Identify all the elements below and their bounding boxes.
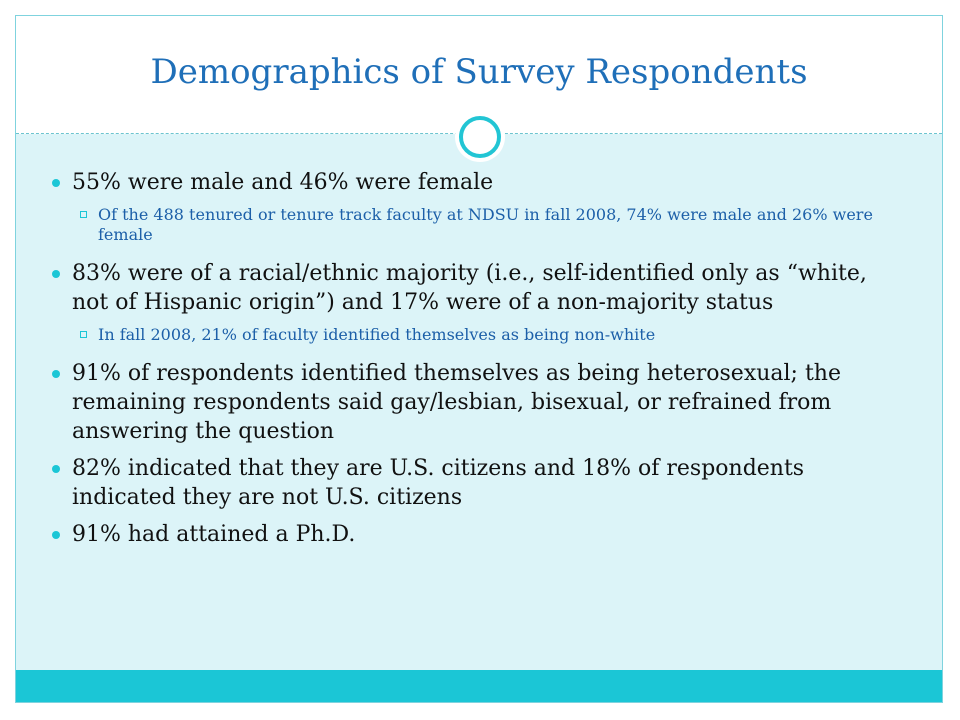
hollow-square-bullet-icon [80, 331, 87, 338]
bullet-list: 55% were male and 46% were female Of the… [48, 168, 908, 557]
sub-bullet-text: Of the 488 tenured or tenure track facul… [98, 205, 873, 244]
sub-bullet-text: In fall 2008, 21% of faculty identified … [98, 325, 656, 344]
bullet-text: 91% had attained a Ph.D. [72, 522, 356, 547]
bullet-text: 82% indicated that they are U.S. citizen… [72, 456, 805, 510]
bullet-text: 83% were of a racial/ethnic majority (i.… [72, 261, 867, 315]
ring-inner [459, 116, 501, 158]
sub-bullet-item: Of the 488 tenured or tenure track facul… [48, 205, 908, 245]
sub-bullet-item: In fall 2008, 21% of faculty identified … [48, 325, 908, 345]
bullet-item: 55% were male and 46% were female [48, 168, 908, 197]
bottom-accent-bar [16, 670, 942, 702]
slide-title: Demographics of Survey Respondents [150, 52, 808, 92]
filled-circle-bullet-icon [52, 465, 60, 473]
slide-frame [15, 15, 943, 703]
filled-circle-bullet-icon [52, 531, 60, 539]
content-area [16, 134, 942, 670]
bullet-item: 91% of respondents identified themselves… [48, 359, 908, 446]
bullet-item: 82% indicated that they are U.S. citizen… [48, 454, 908, 512]
hollow-square-bullet-icon [80, 211, 87, 218]
filled-circle-bullet-icon [52, 270, 60, 278]
ring-icon [455, 112, 505, 162]
bullet-item: 83% were of a racial/ethnic majority (i.… [48, 259, 908, 317]
filled-circle-bullet-icon [52, 370, 60, 378]
bullet-item: 91% had attained a Ph.D. [48, 520, 908, 549]
bullet-text: 55% were male and 46% were female [72, 170, 494, 195]
bullet-text: 91% of respondents identified themselves… [72, 361, 841, 444]
filled-circle-bullet-icon [52, 179, 60, 187]
